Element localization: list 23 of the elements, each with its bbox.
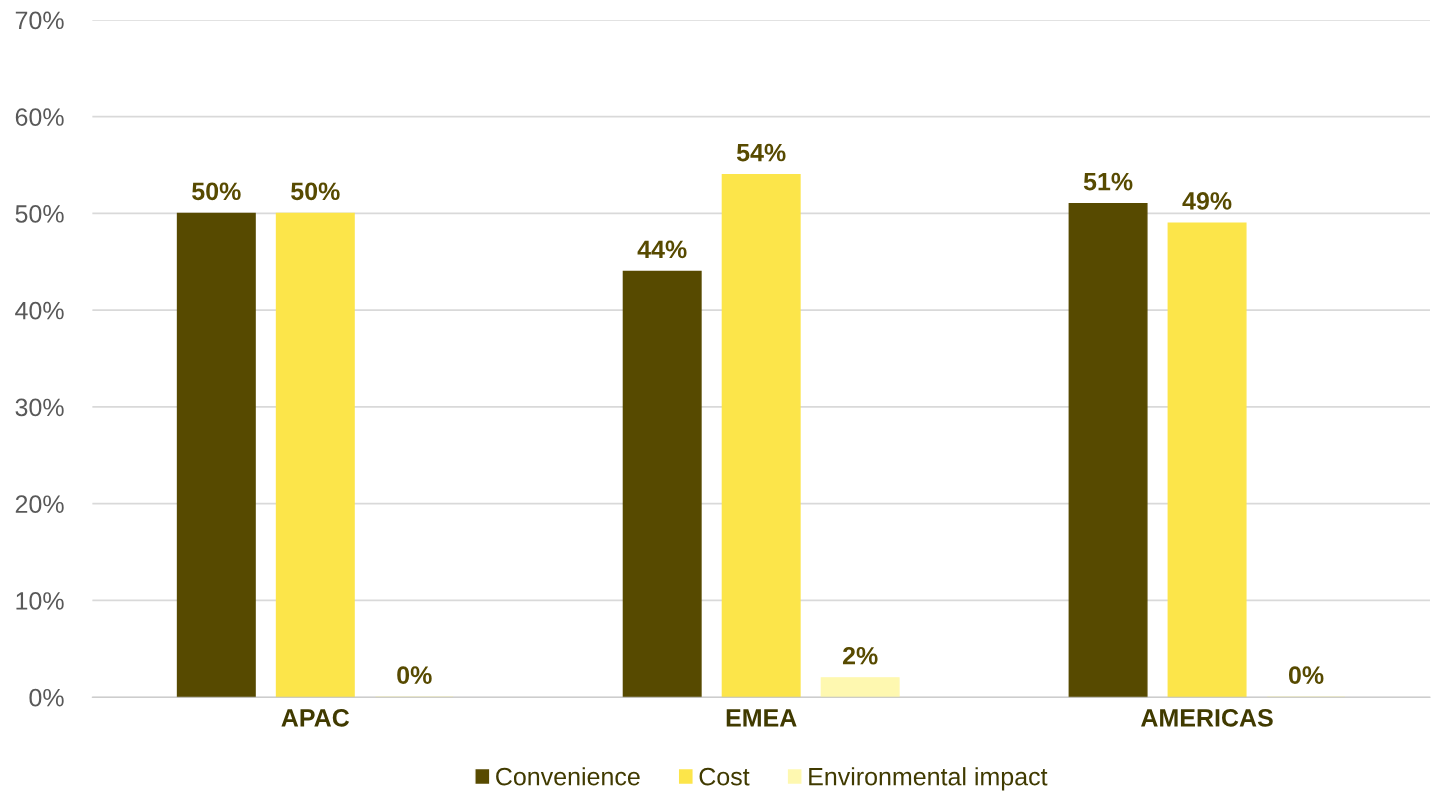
x-tick-label: AMERICAS [1141,708,1273,727]
y-tick-label: 20% [15,495,64,513]
y-tick-label: 60% [15,108,64,126]
data-label: 0% [397,666,432,684]
data-label: 2% [842,646,878,665]
data-label: 54% [736,143,786,162]
y-tick-label: 40% [15,301,64,320]
legend-label: Cost [699,767,750,786]
x-tick-label: EMEA [726,709,797,727]
y-tick-label: 10% [16,592,64,610]
data-label: 44% [637,240,687,259]
data-label: 51% [1083,172,1133,191]
y-tick-label: 0% [29,688,64,707]
y-tick-label: 50% [15,205,64,223]
legend-label: Convenience [496,767,640,786]
legend-label: Environmental impact [809,767,1048,791]
x-tick-label: APAC [281,708,350,727]
data-label: 50% [291,182,340,201]
y-tick-label: 30% [15,398,64,417]
y-tick-label: 70% [15,11,64,30]
data-label: 50% [192,182,241,201]
data-label: 0% [1288,666,1324,684]
data-label: 49% [1182,192,1232,210]
